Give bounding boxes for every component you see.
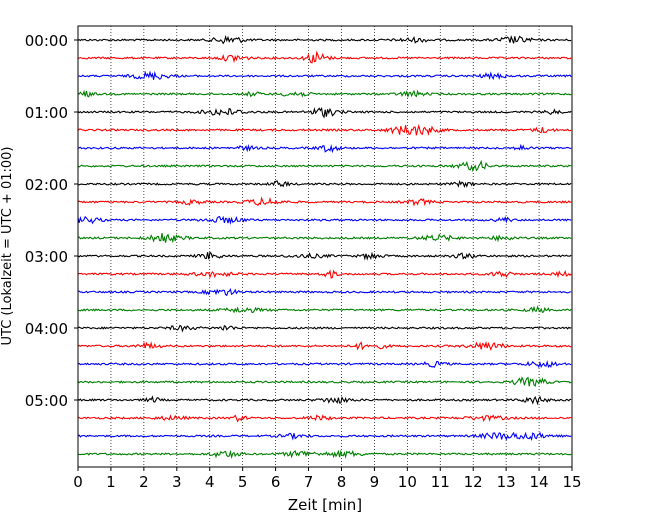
trace-0315 — [77, 269, 572, 279]
x-tick-label: 8 — [337, 473, 347, 491]
x-axis-ticks: 0 1 2 3 4 5 6 7 8 9 10 11 12 13 14 15 — [73, 467, 582, 491]
trace-0015 — [77, 50, 572, 64]
y-tick-label: 01:00 — [25, 104, 68, 122]
trace-0100 — [77, 106, 572, 119]
trace-0545 — [77, 449, 572, 459]
x-tick-label: 5 — [238, 473, 248, 491]
trace-0245 — [77, 233, 572, 244]
trace-0000 — [77, 34, 572, 45]
trace-0515 — [77, 414, 572, 423]
trace-0345 — [77, 305, 572, 314]
y-tick-label: 05:00 — [25, 392, 68, 410]
x-tick-label: 7 — [304, 473, 314, 491]
x-tick-label: 11 — [431, 473, 450, 491]
trace-0215 — [77, 196, 572, 207]
x-tick-label: 12 — [464, 473, 483, 491]
plot-frame — [77, 25, 573, 468]
x-tick-label: 4 — [205, 473, 215, 491]
x-tick-label: 3 — [172, 473, 182, 491]
trace-0415 — [77, 340, 572, 351]
trace-0030 — [77, 70, 572, 81]
x-tick-label: 15 — [562, 473, 581, 491]
x-tick-label: 13 — [497, 473, 516, 491]
y-axis-label: UTC (Lokalzeit = UTC + 01:00) — [0, 147, 15, 346]
trace-0300 — [77, 251, 572, 261]
trace-0145 — [77, 159, 572, 173]
trace-0500 — [77, 395, 572, 406]
trace-0445 — [77, 376, 572, 387]
x-tick-label: 14 — [530, 473, 549, 491]
trace-0045 — [77, 89, 572, 99]
x-tick-label: 0 — [73, 473, 83, 491]
x-tick-label: 9 — [370, 473, 380, 491]
trace-0200 — [77, 179, 572, 189]
y-tick-label: 03:00 — [25, 248, 68, 266]
seismic-traces — [77, 34, 572, 459]
trace-0530 — [77, 431, 572, 442]
trace-0430 — [77, 360, 572, 369]
trace-0115 — [77, 124, 572, 136]
trace-0400 — [77, 324, 572, 333]
x-tick-label: 1 — [106, 473, 116, 491]
x-tick-label: 10 — [398, 473, 417, 491]
y-axis-ticks: 00:00 01:00 02:00 03:00 04:00 05:00 — [25, 32, 78, 410]
x-tick-label: 2 — [139, 473, 149, 491]
y-tick-label: 00:00 — [25, 32, 68, 50]
trace-0330 — [77, 287, 572, 297]
y-tick-label: 04:00 — [25, 320, 68, 338]
x-axis-label: Zeit [min] — [288, 496, 362, 514]
trace-0130 — [77, 143, 572, 154]
x-tick-label: 6 — [271, 473, 281, 491]
y-tick-label: 02:00 — [25, 176, 68, 194]
trace-0230 — [77, 215, 572, 226]
